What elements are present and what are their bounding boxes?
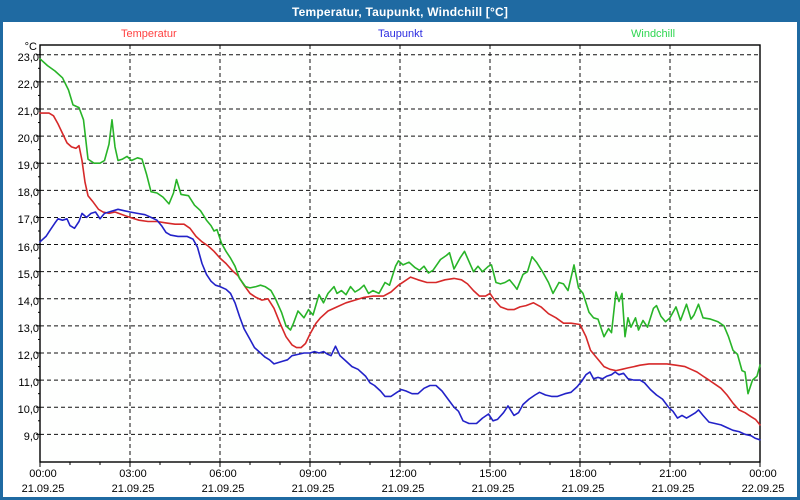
x-tick-time-label: 15:00: [479, 468, 507, 480]
series-temperatur-line: [39, 112, 761, 426]
y-tick-label: 11,0: [18, 377, 39, 390]
window-title: Temperatur, Taupunkt, Windchill [°C]: [291, 5, 509, 19]
x-tick-date-label: 21.09.25: [561, 483, 605, 495]
x-tick-date-label: 21.09.25: [381, 483, 425, 495]
plot-area: [40, 45, 760, 462]
x-tick-time-label: 03:00: [119, 468, 147, 480]
x-tick-date-label: 21.09.25: [201, 483, 245, 495]
y-tick-label: 14,0: [17, 295, 39, 308]
y-tick-label: 10,0: [17, 404, 39, 417]
x-tick-time-label: 21:00: [659, 468, 687, 480]
y-tick-label: 9,0: [23, 431, 39, 444]
series-windchill-line: [39, 57, 761, 395]
chart-canvas: [36, 44, 761, 467]
x-tick-date-label: 21.09.25: [471, 483, 515, 495]
legend-item-taupunkt: Taupunkt: [378, 28, 423, 40]
legend-item-temperatur: Temperatur: [121, 28, 177, 40]
x-tick-time-label: 00:00: [29, 468, 57, 480]
title-bar: Temperatur, Taupunkt, Windchill [°C]: [3, 3, 797, 22]
y-tick-label: 22,0: [17, 78, 39, 91]
x-tick-time-label: 06:00: [209, 468, 237, 480]
x-tick-date-label: 21.09.25: [111, 483, 155, 495]
x-tick-time-label: 09:00: [299, 468, 327, 480]
x-tick-date-label: 22.09.25: [741, 483, 785, 495]
y-tick-label: 12,0: [17, 350, 39, 362]
series-taupunkt-line: [39, 208, 761, 441]
x-tick-time-label: 12:00: [389, 468, 417, 480]
x-tick-date-label: 21.09.25: [291, 483, 335, 495]
legend-item-windchill: Windchill: [631, 28, 676, 40]
y-tick-label: 18,0: [17, 187, 39, 200]
y-axis-unit-label: °C: [24, 41, 37, 53]
y-tick-label: 23,0: [17, 51, 39, 64]
y-tick-label: 17,0: [17, 214, 39, 227]
x-tick-time-label: 00:00: [749, 468, 777, 480]
x-tick-date-label: 21.09.25: [651, 483, 695, 495]
y-tick-label: 15,0: [17, 268, 39, 281]
x-tick-time-label: 18:00: [569, 468, 597, 480]
y-tick-label: 13,0: [17, 322, 39, 335]
y-tick-label: 16,0: [17, 241, 39, 254]
y-tick-label: 19,0: [17, 160, 39, 173]
x-tick-date-label: 21.09.25: [21, 483, 65, 495]
y-tick-label: 20,0: [17, 133, 39, 146]
plot-frame: [39, 44, 761, 463]
y-tick-label: 21,0: [17, 105, 39, 118]
